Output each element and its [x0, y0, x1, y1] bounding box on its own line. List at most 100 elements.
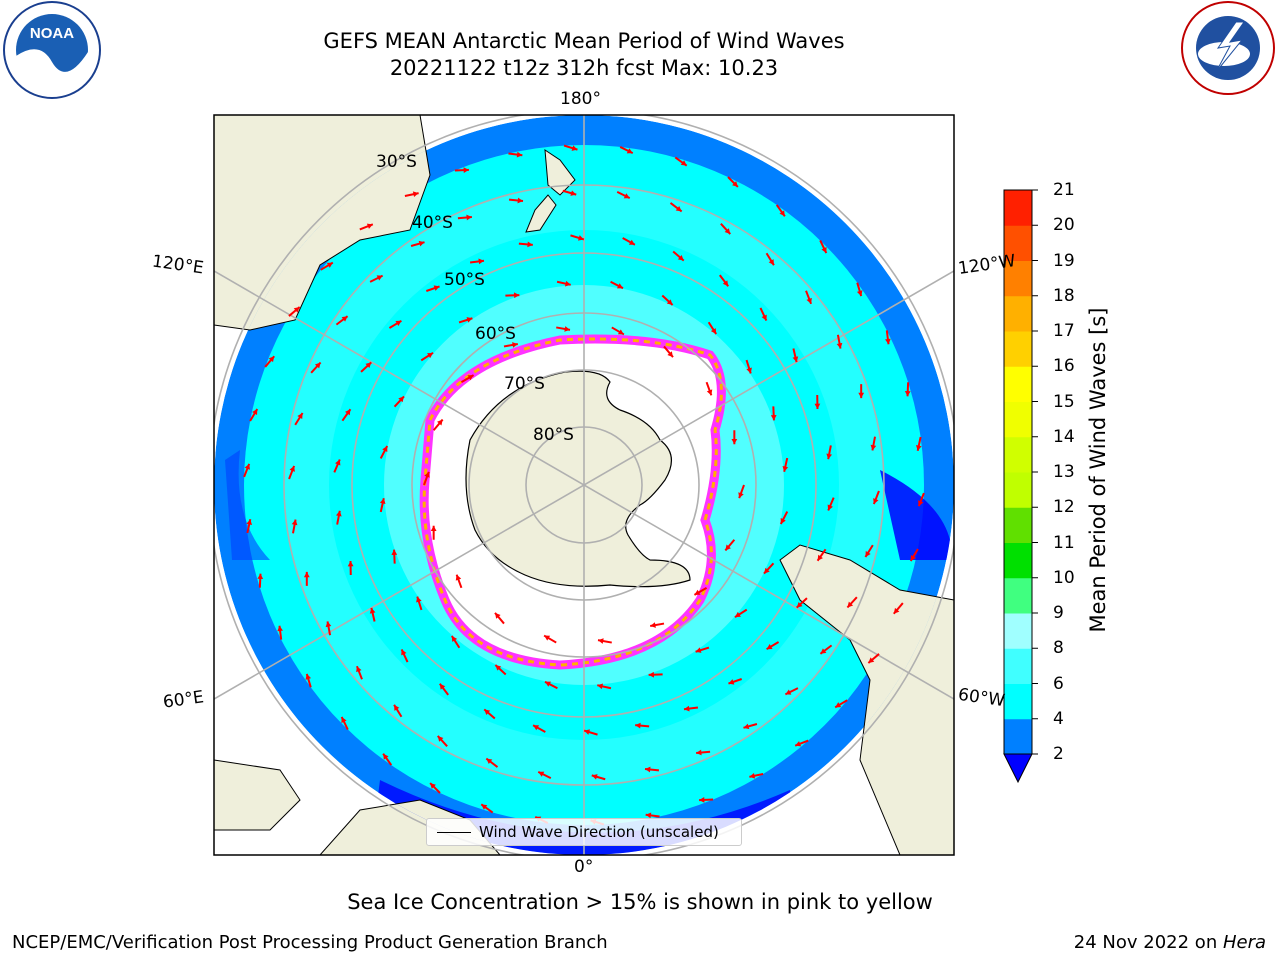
- wind-wave-arrow-head: [706, 389, 713, 396]
- wind-wave-arrow-head: [437, 419, 443, 426]
- wind-wave-arrow-head: [401, 649, 407, 656]
- wind-wave-arrow-head: [356, 666, 362, 673]
- lat-label-30s: 30°S: [376, 152, 417, 172]
- colorbar-tick-label: 21: [1053, 180, 1075, 200]
- wind-wave-arrow-head: [297, 412, 303, 419]
- noaa-logo: NOAA: [0, 0, 104, 104]
- wind-wave-arrow-head: [512, 342, 518, 348]
- wind-wave-arrow-head: [570, 190, 577, 196]
- wind-wave-arrow-head: [382, 446, 388, 453]
- colorbar: [1003, 189, 1038, 784]
- wind-wave-arrow-head: [303, 571, 310, 578]
- wind-wave-arrow-head: [792, 356, 799, 363]
- wind-wave-arrow-head: [764, 567, 770, 574]
- colorbar-extend-triangle: [1003, 753, 1033, 784]
- wind-wave-arrow-head: [577, 235, 584, 241]
- wind-wave-arrow-head: [486, 758, 493, 765]
- wind-wave-arrow-head: [806, 297, 812, 304]
- colorbar-tick-label: 2: [1053, 744, 1064, 764]
- wind-wave-arrow-head: [395, 320, 402, 326]
- footer-right: 24 Nov 2022 on Hera: [1074, 932, 1266, 953]
- wind-wave-arrow-head: [314, 362, 321, 369]
- wind-wave-arrow-head: [366, 223, 373, 229]
- colorbar-tick-label: 8: [1053, 638, 1064, 659]
- wind-wave-arrow-head: [710, 328, 717, 335]
- colorbar-swatch: [1004, 507, 1032, 543]
- wind-wave-arrow-head: [782, 465, 789, 472]
- wind-wave-arrow-head: [749, 772, 756, 779]
- wind-wave-arrow-head: [391, 549, 398, 556]
- wind-wave-arrow-head: [666, 299, 673, 305]
- footer-machine: Hera: [1222, 932, 1266, 953]
- wind-wave-arrow-head: [437, 735, 444, 742]
- wind-wave-arrow-head: [904, 390, 911, 397]
- wind-wave-arrow-head: [244, 463, 250, 470]
- wind-wave-arrow-head: [677, 254, 684, 261]
- wind-wave-arrow-head: [918, 500, 924, 507]
- colorbar-swatch: [1004, 401, 1032, 438]
- wind-wave-arrow-head: [564, 280, 571, 287]
- wind-wave-arrow-head: [821, 247, 827, 254]
- colorbar-swatch: [1004, 366, 1032, 402]
- lat-label-70s: 70°S: [504, 374, 545, 394]
- wind-wave-arrow-head: [696, 749, 702, 756]
- wind-wave-arrow-head: [517, 197, 524, 204]
- wind-wave-arrow-head: [597, 638, 604, 644]
- wind-wave-arrow-head: [675, 205, 682, 212]
- wind-wave-arrow-head: [326, 262, 333, 268]
- wind-wave-arrow-head: [430, 525, 437, 531]
- wind-wave-arrow-head: [868, 657, 875, 663]
- wind-wave-arrow-head: [597, 683, 604, 690]
- wind-wave-arrow-head: [865, 551, 871, 558]
- wind-wave-arrow-head: [439, 683, 446, 690]
- lat-label-50s: 50°S: [444, 270, 485, 290]
- wind-wave-arrow-head: [544, 635, 551, 641]
- wind-wave-arrow-head: [564, 326, 571, 332]
- colorbar-tick-label: 10: [1053, 567, 1075, 588]
- wind-wave-arrow-head: [533, 725, 540, 731]
- wind-wave-arrow-head: [814, 403, 821, 409]
- wind-wave-arrow-head: [335, 510, 342, 517]
- lon-label-0: 0°: [574, 857, 594, 877]
- wind-wave-arrow-head: [345, 409, 351, 416]
- wind-wave-arrow-head: [826, 453, 833, 460]
- wind-wave-arrow-head: [455, 574, 462, 581]
- wind-wave-arrow-head: [858, 392, 865, 399]
- wind-wave-arrow-head: [584, 729, 591, 735]
- wind-wave-arrow-head: [484, 709, 491, 716]
- colorbar-swatch: [1004, 542, 1032, 579]
- wind-wave-arrow-head: [527, 241, 533, 248]
- wind-wave-arrow-head: [495, 665, 502, 671]
- wind-wave-arrow-head: [728, 679, 735, 685]
- colorbar-tick-label: 19: [1053, 250, 1075, 271]
- footer-left: NCEP/EMC/Verification Post Processing Pr…: [12, 932, 608, 953]
- wind-wave-arrow-head: [628, 239, 635, 245]
- wind-wave-arrow-head: [695, 647, 702, 653]
- wind-wave-arrow-head: [291, 519, 298, 526]
- nws-logo: [1176, 0, 1280, 100]
- wind-wave-arrow-head: [412, 191, 419, 198]
- colorbar-tick-label: 15: [1053, 391, 1075, 412]
- wind-wave-arrow-head: [495, 612, 501, 619]
- wind-wave-arrow-head: [796, 601, 803, 608]
- wind-wave-arrow-head: [376, 275, 383, 281]
- wind-wave-arrow-head: [768, 259, 774, 266]
- wind-wave-arrow-head: [416, 596, 422, 603]
- colorbar-swatch: [1004, 718, 1032, 755]
- colorbar-swatch: [1004, 472, 1032, 508]
- colorbar-swatch: [1004, 331, 1032, 367]
- wind-wave-arrow-head: [463, 167, 469, 173]
- colorbar-tick-label: 13: [1053, 462, 1075, 482]
- wind-wave-arrow-head: [293, 307, 300, 313]
- wind-wave-arrow-head: [680, 160, 687, 166]
- wind-wave-arrow-head: [451, 635, 458, 642]
- colorbar-swatch: [1004, 295, 1032, 332]
- wind-wave-arrow-head: [650, 622, 656, 628]
- wind-wave-arrow-head: [770, 414, 777, 421]
- wind-wave-arrow-head: [379, 498, 386, 505]
- colorbar-tick-label: 14: [1053, 426, 1075, 447]
- wind-wave-arrow-head: [623, 193, 630, 199]
- wind-wave-arrow-head: [648, 671, 655, 678]
- wind-wave-arrow-head: [785, 689, 792, 695]
